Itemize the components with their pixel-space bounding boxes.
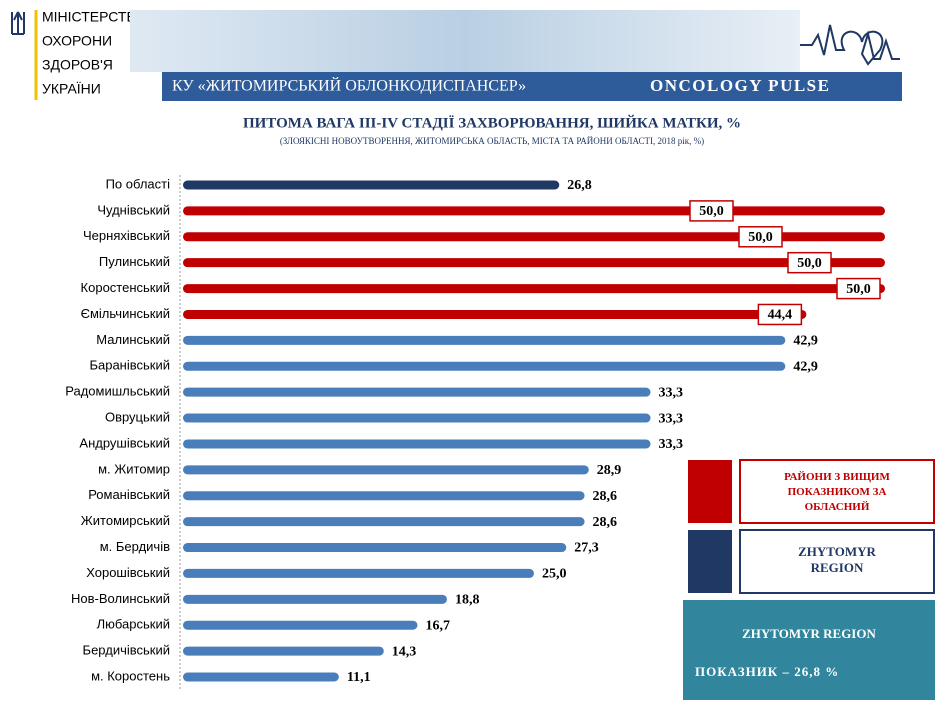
summary-text: ПОКАЗНИК – 26,8 % — [695, 664, 839, 679]
category-label: Баранівський — [89, 358, 170, 373]
banner-image — [130, 10, 800, 72]
value-label: 27,3 — [574, 541, 599, 556]
bar — [183, 336, 785, 345]
ministry-line: УКРАЇНИ — [42, 81, 101, 97]
category-label: Любарський — [97, 617, 170, 632]
value-label: 33,3 — [659, 437, 684, 452]
legend-swatch — [688, 530, 732, 593]
bar — [183, 595, 447, 604]
value-label: 25,0 — [542, 567, 567, 582]
category-label: Коростенський — [81, 280, 170, 295]
bar — [183, 439, 651, 448]
ministry-line: ЗДОРОВ'Я — [42, 57, 113, 73]
value-label: 26,8 — [567, 178, 592, 193]
value-label: 28,9 — [597, 463, 622, 478]
bar — [183, 569, 534, 578]
bar — [183, 621, 417, 630]
value-label: 44,4 — [768, 308, 793, 323]
category-label: Черняхівський — [83, 228, 170, 243]
category-label: Чуднівський — [97, 202, 170, 217]
bar — [183, 491, 585, 500]
value-label: 33,3 — [659, 385, 684, 400]
bar — [183, 673, 339, 682]
category-label: Бердичівський — [83, 643, 170, 658]
value-label: 28,6 — [593, 489, 618, 504]
bar — [183, 206, 885, 215]
value-label: 18,8 — [455, 593, 480, 608]
ministry-line: ОХОРОНИ — [42, 33, 112, 49]
logo — [12, 10, 36, 100]
bar — [183, 284, 885, 293]
page: МІНІСТЕРСТВО ОХОРОНИ ЗДОРОВ'Я УКРАЇНИ КУ… — [0, 0, 945, 702]
chart-title: ПИТОМА ВАГА III-IV СТАДІЇ ЗАХВОРЮВАННЯ, … — [243, 114, 741, 131]
value-label: 11,1 — [347, 670, 371, 685]
value-label: 14,3 — [392, 644, 417, 659]
summary-box — [683, 600, 935, 700]
bar — [183, 465, 589, 474]
bar — [183, 517, 585, 526]
legend-swatch — [688, 460, 732, 523]
bar — [183, 388, 651, 397]
category-label: м. Коростень — [91, 668, 170, 683]
chart-subtitle: (ЗЛОЯКІСНІ НОВОУТВОРЕННЯ, ЖИТОМИРСЬКА ОБ… — [280, 136, 704, 146]
category-label: Овруцький — [105, 409, 170, 424]
category-label: Малинський — [96, 332, 170, 347]
institution: КУ «ЖИТОМИРСЬКИЙ ОБЛОНКОДИСПАНСЕР» — [172, 76, 526, 95]
value-label: 42,9 — [793, 359, 818, 374]
category-label: Ємільчинський — [81, 306, 170, 321]
category-label: Андрушівський — [79, 435, 170, 450]
value-label: 50,0 — [748, 230, 773, 245]
bar — [183, 414, 651, 423]
category-label: Житомирський — [81, 513, 170, 528]
value-label: 42,9 — [793, 334, 818, 349]
bar — [183, 647, 384, 656]
value-label: 50,0 — [699, 204, 724, 219]
bar — [183, 362, 785, 371]
value-label: 33,3 — [659, 411, 684, 426]
category-label: Романівський — [88, 487, 170, 502]
category-label: По області — [106, 176, 171, 191]
value-label: 16,7 — [425, 618, 450, 633]
category-label: Радомишльський — [65, 384, 170, 399]
brand: ONCOLOGY PULSE — [650, 76, 830, 95]
value-label: 28,6 — [593, 515, 618, 530]
bar — [183, 310, 806, 319]
value-label: 50,0 — [846, 282, 871, 297]
category-label: Нов-Волинський — [71, 591, 170, 606]
category-label: Пулинський — [99, 254, 170, 269]
category-label: м. Бердичів — [100, 539, 170, 554]
bar — [183, 258, 885, 267]
heartbeat-icon — [800, 25, 900, 64]
bar — [183, 181, 559, 190]
category-label: м. Житомир — [98, 461, 170, 476]
category-label: Хорошівський — [86, 565, 170, 580]
summary-title: ZHYTOMYR REGION — [742, 626, 876, 641]
bar — [183, 543, 566, 552]
value-label: 50,0 — [797, 256, 822, 271]
